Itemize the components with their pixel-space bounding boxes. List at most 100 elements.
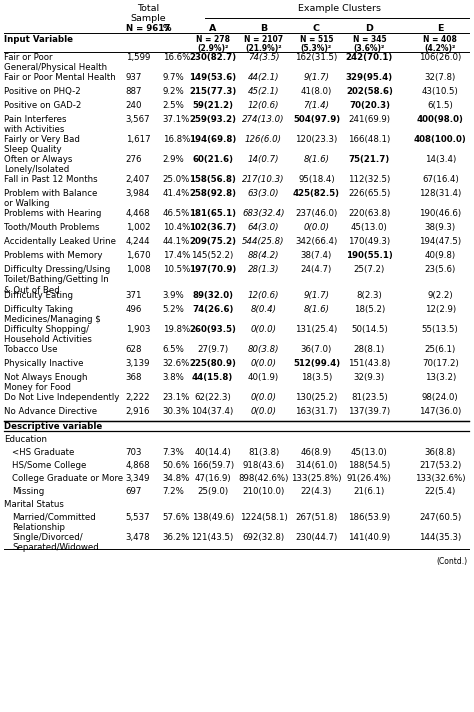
Text: 59(21.2): 59(21.2) bbox=[192, 101, 233, 110]
Text: Descriptive variable: Descriptive variable bbox=[4, 422, 102, 431]
Text: Difficulty Shopping/
Household Activities: Difficulty Shopping/ Household Activitie… bbox=[4, 325, 92, 345]
Text: 30.3%: 30.3% bbox=[163, 407, 190, 416]
Text: 7.2%: 7.2% bbox=[163, 487, 184, 496]
Text: 276: 276 bbox=[126, 155, 142, 164]
Text: 63(3.0): 63(3.0) bbox=[248, 189, 279, 198]
Text: 3,139: 3,139 bbox=[126, 359, 150, 368]
Text: 88(4.2): 88(4.2) bbox=[248, 251, 279, 260]
Text: 1224(58.1): 1224(58.1) bbox=[240, 513, 287, 522]
Text: 38(9.3): 38(9.3) bbox=[425, 223, 456, 232]
Text: 36(8.8): 36(8.8) bbox=[425, 448, 456, 457]
Text: 18(3.5): 18(3.5) bbox=[301, 373, 332, 382]
Text: 36(7.0): 36(7.0) bbox=[301, 345, 332, 354]
Text: 36.2%: 36.2% bbox=[163, 533, 190, 542]
Text: 918(43.6): 918(43.6) bbox=[243, 461, 284, 470]
Text: 274(13.0): 274(13.0) bbox=[242, 115, 285, 124]
Text: 0(0.0): 0(0.0) bbox=[251, 407, 276, 416]
Text: 166(59.7): 166(59.7) bbox=[191, 461, 234, 470]
Text: 197(70.9): 197(70.9) bbox=[189, 265, 236, 274]
Text: 10.4%: 10.4% bbox=[163, 223, 190, 232]
Text: 133(25.8%): 133(25.8%) bbox=[291, 474, 342, 483]
Text: 22(5.4): 22(5.4) bbox=[425, 487, 456, 496]
Text: 44(2.1): 44(2.1) bbox=[248, 73, 279, 82]
Text: 368: 368 bbox=[126, 373, 142, 382]
Text: 60(21.6): 60(21.6) bbox=[192, 155, 233, 164]
Text: HS/Some College: HS/Some College bbox=[12, 461, 86, 470]
Text: Pain Interferes
with Activities: Pain Interferes with Activities bbox=[4, 115, 66, 135]
Text: (3.6%)²: (3.6%)² bbox=[354, 44, 385, 53]
Text: 260(93.5): 260(93.5) bbox=[189, 325, 236, 334]
Text: 13(3.2): 13(3.2) bbox=[425, 373, 456, 382]
Text: 112(32.5): 112(32.5) bbox=[348, 175, 391, 184]
Text: 16.6%: 16.6% bbox=[163, 53, 190, 62]
Text: 38(7.4): 38(7.4) bbox=[301, 251, 332, 260]
Text: 7(1.4): 7(1.4) bbox=[303, 101, 329, 110]
Text: 425(82.5): 425(82.5) bbox=[293, 189, 340, 198]
Text: 137(39.7): 137(39.7) bbox=[348, 407, 391, 416]
Text: 75(21.7): 75(21.7) bbox=[349, 155, 390, 164]
Text: 267(51.8): 267(51.8) bbox=[295, 513, 337, 522]
Text: 210(10.0): 210(10.0) bbox=[242, 487, 285, 496]
Text: 371: 371 bbox=[126, 291, 142, 300]
Text: Input Variable: Input Variable bbox=[4, 35, 73, 44]
Text: 504(97.9): 504(97.9) bbox=[293, 115, 340, 124]
Text: 21(6.1): 21(6.1) bbox=[354, 487, 385, 496]
Text: Married/Committed
Relationship: Married/Committed Relationship bbox=[12, 513, 96, 533]
Text: 2,407: 2,407 bbox=[126, 175, 150, 184]
Text: 3,567: 3,567 bbox=[126, 115, 150, 124]
Text: 188(54.5): 188(54.5) bbox=[348, 461, 391, 470]
Text: Fairly or Very Bad
Sleep Quality: Fairly or Very Bad Sleep Quality bbox=[4, 135, 80, 155]
Text: 8(0.4): 8(0.4) bbox=[251, 305, 276, 314]
Text: 2.5%: 2.5% bbox=[163, 101, 184, 110]
Text: Not Always Enough
Money for Food: Not Always Enough Money for Food bbox=[4, 373, 88, 392]
Text: Missing: Missing bbox=[12, 487, 44, 496]
Text: 230(82.7): 230(82.7) bbox=[189, 53, 236, 62]
Text: 342(66.4): 342(66.4) bbox=[295, 237, 337, 246]
Text: Positive on GAD-2: Positive on GAD-2 bbox=[4, 101, 82, 110]
Text: 400(98.0): 400(98.0) bbox=[417, 115, 464, 124]
Text: 697: 697 bbox=[126, 487, 142, 496]
Text: 5,537: 5,537 bbox=[126, 513, 150, 522]
Text: 40(1.9): 40(1.9) bbox=[248, 373, 279, 382]
Text: 89(32.0): 89(32.0) bbox=[192, 291, 233, 300]
Text: 9(1.7): 9(1.7) bbox=[303, 291, 329, 300]
Text: 194(69.8): 194(69.8) bbox=[189, 135, 236, 144]
Text: 74(3.5): 74(3.5) bbox=[248, 53, 279, 62]
Text: 81(3.8): 81(3.8) bbox=[248, 448, 279, 457]
Text: 202(58.6): 202(58.6) bbox=[346, 87, 393, 96]
Text: N = 9617: N = 9617 bbox=[126, 24, 170, 33]
Text: Example Clusters: Example Clusters bbox=[298, 4, 381, 13]
Text: 3.9%: 3.9% bbox=[163, 291, 184, 300]
Text: 703: 703 bbox=[126, 448, 142, 457]
Text: D: D bbox=[365, 24, 374, 33]
Text: %: % bbox=[163, 24, 171, 33]
Text: 37.1%: 37.1% bbox=[163, 115, 190, 124]
Text: 41.4%: 41.4% bbox=[163, 189, 190, 198]
Text: 4,468: 4,468 bbox=[126, 209, 150, 218]
Text: Tobacco Use: Tobacco Use bbox=[4, 345, 57, 354]
Text: 50(14.5): 50(14.5) bbox=[351, 325, 388, 334]
Text: (5.3%)²: (5.3%)² bbox=[301, 44, 332, 53]
Text: 898(42.6%): 898(42.6%) bbox=[238, 474, 289, 483]
Text: 16.8%: 16.8% bbox=[163, 135, 190, 144]
Text: 23(5.6): 23(5.6) bbox=[425, 265, 456, 274]
Text: 3.8%: 3.8% bbox=[163, 373, 184, 382]
Text: Tooth/Mouth Problems: Tooth/Mouth Problems bbox=[4, 223, 100, 232]
Text: 81(23.5): 81(23.5) bbox=[351, 393, 388, 402]
Text: 19.8%: 19.8% bbox=[163, 325, 190, 334]
Text: 259(93.2): 259(93.2) bbox=[189, 115, 236, 124]
Text: 170(49.3): 170(49.3) bbox=[348, 237, 391, 246]
Text: 45(13.0): 45(13.0) bbox=[351, 223, 388, 232]
Text: 496: 496 bbox=[126, 305, 142, 314]
Text: 329(95.4): 329(95.4) bbox=[346, 73, 393, 82]
Text: 44.1%: 44.1% bbox=[163, 237, 190, 246]
Text: 62(22.3): 62(22.3) bbox=[194, 393, 231, 402]
Text: 144(35.3): 144(35.3) bbox=[419, 533, 461, 542]
Text: Physically Inactive: Physically Inactive bbox=[4, 359, 83, 368]
Text: 8(1.6): 8(1.6) bbox=[303, 155, 329, 164]
Text: 138(49.6): 138(49.6) bbox=[191, 513, 234, 522]
Text: N = 408: N = 408 bbox=[423, 35, 457, 44]
Text: 0(0.0): 0(0.0) bbox=[251, 393, 276, 402]
Text: 163(31.7): 163(31.7) bbox=[295, 407, 337, 416]
Text: 887: 887 bbox=[126, 87, 142, 96]
